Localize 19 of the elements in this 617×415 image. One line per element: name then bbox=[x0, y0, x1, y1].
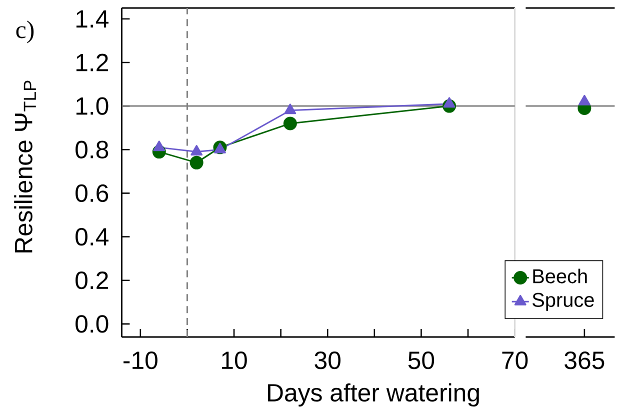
x-tick-label: 70 bbox=[502, 352, 528, 370]
y-tick-label: 0.8 bbox=[76, 140, 108, 159]
x-tick-label: 50 bbox=[408, 352, 434, 370]
x-axis-title: Days after watering bbox=[268, 383, 479, 407]
y-tick-label: 0.4 bbox=[76, 228, 108, 246]
x-tick-label: -10 bbox=[124, 352, 158, 370]
y-tick-label: 1.4 bbox=[76, 10, 108, 28]
y-tick-label: 1.0 bbox=[76, 97, 108, 115]
y-tick-label: 1.2 bbox=[76, 54, 108, 72]
x-tick-label: 365 bbox=[564, 352, 604, 370]
x-tick-label: 10 bbox=[222, 352, 247, 370]
y-tick-label: 0.2 bbox=[76, 272, 108, 290]
legend-label: Spruce bbox=[532, 292, 594, 311]
y-tick-label: 0.6 bbox=[76, 184, 108, 202]
legend-label: Beech bbox=[533, 268, 587, 284]
x-tick-label: 30 bbox=[314, 352, 340, 370]
chart-title: c) bbox=[16, 20, 34, 44]
y-axis-title: Resilience Ψ$_{TLP}$ bbox=[14, 80, 36, 252]
y-tick-label: 0.0 bbox=[76, 315, 108, 333]
